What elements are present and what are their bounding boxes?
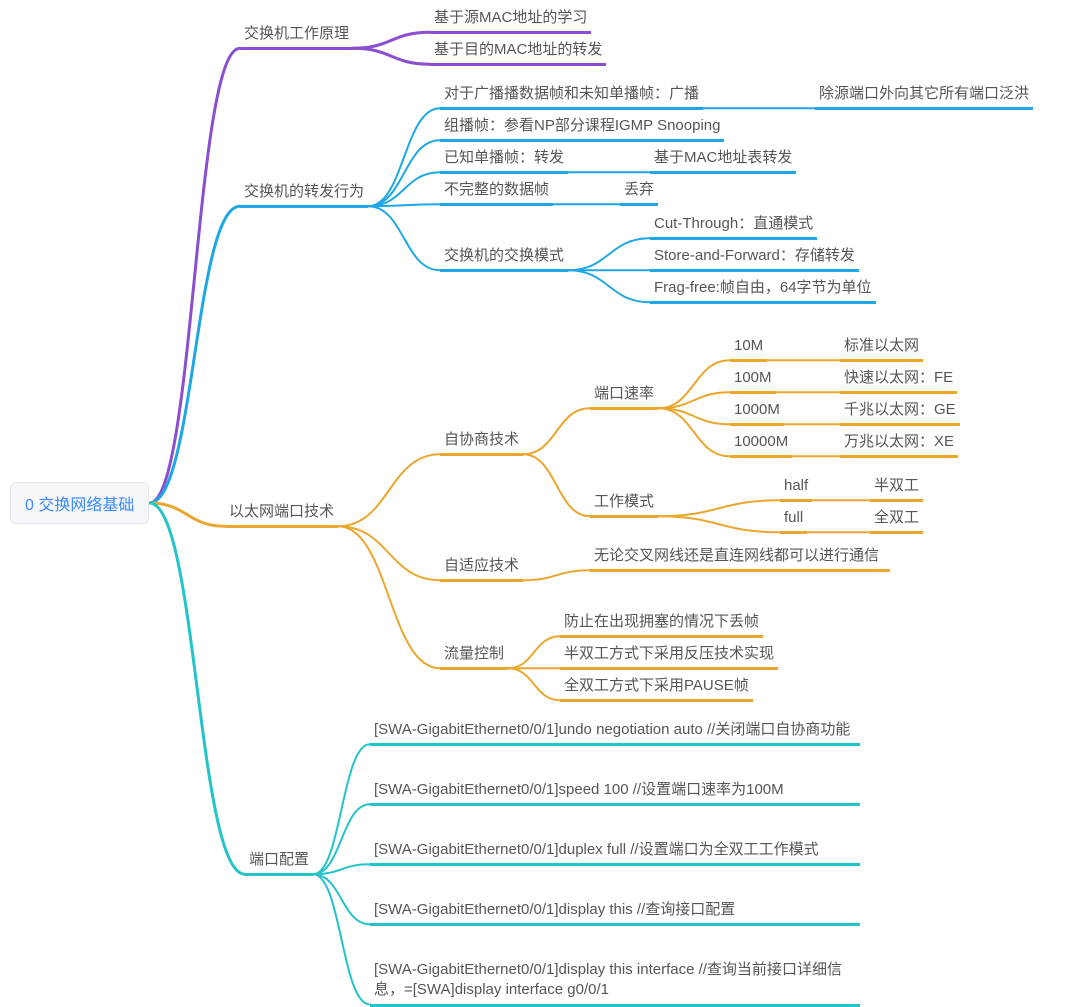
edge-n2-n2d — [368, 204, 440, 206]
mindmap-node-n4c: [SWA-GigabitEthernet0/0/1]duplex full //… — [370, 838, 860, 866]
mindmap-node-mfull: full — [780, 506, 807, 534]
mindmap-node-n2a1: 除源端口外向其它所有端口泛洪 — [815, 82, 1033, 110]
edge-n3c-n3c3 — [508, 668, 560, 700]
edge-n4-n4d — [313, 874, 370, 924]
edge-n4-n4a — [313, 744, 370, 874]
edge-n3b-n3b1 — [523, 570, 590, 580]
edge-n3a2-mfull — [658, 516, 780, 532]
mindmap-node-n2c1: 基于MAC地址表转发 — [650, 146, 796, 174]
mindmap-node-n4b: [SWA-GigabitEthernet0/0/1]speed 100 //设置… — [370, 778, 860, 806]
root-node: 0 交换网络基础 — [10, 482, 149, 524]
mindmap-node-n3a1: 端口速率 — [590, 382, 658, 410]
edge-root-n1 — [149, 48, 240, 503]
mindmap-node-n4: 端口配置 — [245, 848, 313, 876]
mindmap-node-n3c2: 半双工方式下采用反压技术实现 — [560, 642, 778, 670]
mindmap-node-n2b: 组播帧：参看NP部分课程IGMP Snooping — [440, 114, 724, 142]
edge-n4-n4e — [313, 874, 370, 1004]
edge-n2-n2c — [368, 172, 440, 206]
mindmap-node-n4d: [SWA-GigabitEthernet0/0/1]display this /… — [370, 898, 860, 926]
edge-n3a-n3a1 — [523, 408, 590, 454]
edge-n2-n2a — [368, 108, 440, 206]
mindmap-node-n3c: 流量控制 — [440, 642, 508, 670]
mindmap-node-n3a2: 工作模式 — [590, 490, 658, 518]
mindmap-node-mhalf: half — [780, 474, 812, 502]
edge-n3a1-r10000 — [658, 408, 730, 456]
mindmap-node-n2d: 不完整的数据帧 — [440, 178, 553, 206]
mindmap-node-n3c3: 全双工方式下采用PAUSE帧 — [560, 674, 753, 702]
mindmap-node-n3b: 自适应技术 — [440, 554, 523, 582]
mindmap-node-r100a: 快速以太网：FE — [840, 366, 957, 394]
mindmap-node-n3b1: 无论交叉网线还是直连网线都可以进行通信 — [590, 544, 890, 572]
mindmap-node-n3: 以太网端口技术 — [225, 500, 338, 528]
edge-n4-n4c — [313, 864, 370, 874]
edge-n3c-n3c1 — [508, 636, 560, 668]
mindmap-node-n2e: 交换机的交换模式 — [440, 244, 568, 272]
mindmap-node-r1000a: 千兆以太网：GE — [840, 398, 960, 426]
mindmap-node-n1b: 基于目的MAC地址的转发 — [430, 38, 606, 66]
mindmap-node-n3c1: 防止在出现拥塞的情况下丢帧 — [560, 610, 763, 638]
edge-n3a2-mhalf — [658, 500, 780, 516]
edge-n2e-n2e1 — [568, 238, 650, 270]
edge-n3a1-r1000 — [658, 408, 730, 424]
edge-n3a1-r10 — [658, 360, 730, 408]
edge-n3a1-r100 — [658, 392, 730, 408]
mindmap-node-r10000a: 万兆以太网：XE — [840, 430, 958, 458]
mindmap-node-n2: 交换机的转发行为 — [240, 180, 368, 208]
mindmap-node-n4a: [SWA-GigabitEthernet0/0/1]undo negotiati… — [370, 718, 860, 746]
edge-n3-n3a — [338, 454, 440, 526]
edge-n2e-n2e3 — [568, 270, 650, 302]
mindmap-node-r10: 10M — [730, 334, 767, 362]
mindmap-node-n1a: 基于源MAC地址的学习 — [430, 6, 591, 34]
mindmap-node-r100: 100M — [730, 366, 776, 394]
mindmap-node-n2d1: 丢弃 — [620, 178, 658, 206]
mindmap-node-n2e3: Frag-free:帧自由，64字节为单位 — [650, 276, 876, 304]
edge-n4-n4b — [313, 804, 370, 874]
edge-n3a-n3a2 — [523, 454, 590, 516]
edge-n3-n3b — [338, 526, 440, 580]
edge-n2-n2e — [368, 206, 440, 270]
edge-n1-n1b — [353, 48, 430, 64]
mindmap-node-r10a: 标准以太网 — [840, 334, 923, 362]
mindmap-node-n3a: 自协商技术 — [440, 428, 523, 456]
edge-n3-n3c — [338, 526, 440, 668]
mindmap-node-r1000: 1000M — [730, 398, 784, 426]
mindmap-node-r10000: 10000M — [730, 430, 792, 458]
mindmap-node-n2c: 已知单播帧：转发 — [440, 146, 568, 174]
edge-n1-n1a — [353, 32, 430, 48]
edge-root-n2 — [149, 206, 240, 503]
mindmap-node-n2e1: Cut-Through：直通模式 — [650, 212, 817, 240]
mindmap-node-mhalfa: 半双工 — [870, 474, 923, 502]
edge-n2-n2b — [368, 140, 440, 206]
mindmap-node-n1: 交换机工作原理 — [240, 22, 353, 50]
mindmap-node-n2e2: Store-and-Forward：存储转发 — [650, 244, 859, 272]
mindmap-node-mfulla: 全双工 — [870, 506, 923, 534]
mindmap-node-n4e: [SWA-GigabitEthernet0/0/1]display this i… — [370, 958, 860, 1007]
mindmap-node-n2a: 对于广播播数据帧和未知单播帧：广播 — [440, 82, 703, 110]
edge-root-n4 — [149, 503, 245, 874]
edge-root-n3 — [149, 503, 225, 526]
